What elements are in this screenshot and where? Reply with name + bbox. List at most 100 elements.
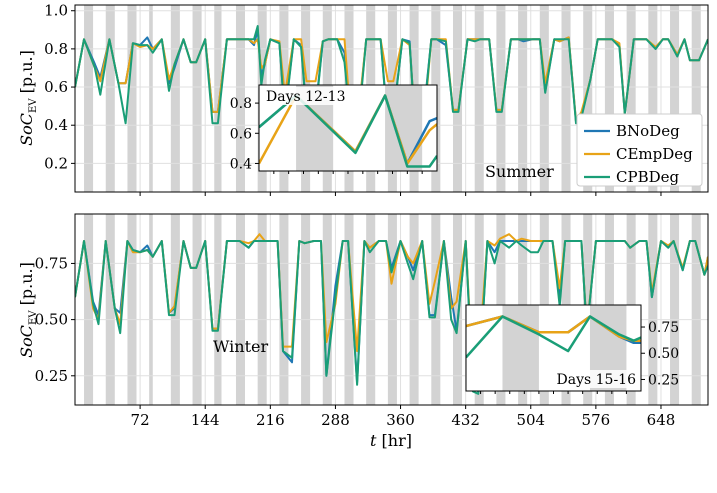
winter-y-axis-label-sub: EV [28, 310, 39, 325]
legend-entries: BNoDeg CEmpDeg CPBDeg [584, 122, 693, 186]
summer-night-band [561, 5, 571, 192]
winter-night-band [691, 214, 701, 405]
summer-night-band [149, 5, 153, 192]
winter-inset-title: Days 15-16 [557, 372, 637, 388]
winter-inset-x-tick-marks [480, 391, 627, 394]
winter-night-band [214, 214, 222, 405]
winter-inset-y-ticks: 0.25 0.50 0.75 [641, 320, 679, 388]
winter-y-axis-label-main: SoC [17, 325, 36, 358]
winter-xtick-label: 72 [131, 411, 150, 429]
summer-inset: 0.4 0.6 0.8 Days 12-13 [230, 84, 438, 174]
summer-night-band [691, 5, 701, 192]
summer-ytick-label: 0.6 [44, 78, 68, 96]
summer-y-axis-label-sub: EV [28, 98, 39, 113]
summer-ytick-label: 0.8 [44, 40, 68, 58]
summer-night-band [84, 5, 94, 192]
summer-plot-frame [74, 4, 709, 193]
summer-night-band [496, 5, 506, 192]
x-axis-label: t [hr] [370, 431, 412, 450]
winter-night-band [366, 214, 376, 405]
summer-inset-ytick-label: 0.6 [230, 126, 252, 142]
winter-inset-title-bg [550, 370, 638, 388]
summer-night-band [626, 5, 636, 192]
winter-season-label: Winter [213, 337, 268, 356]
winter-series-lines [75, 233, 708, 395]
winter-night-band [301, 214, 311, 405]
summer-night-band [105, 5, 115, 192]
winter-night-band [105, 214, 115, 405]
winter-xtick-label: 576 [582, 411, 611, 429]
x-axis-label-main: t [370, 431, 377, 450]
winter-ytick-label: 0.75 [35, 254, 68, 272]
winter-night-band [387, 214, 397, 405]
summer-inset-y-ticks: 0.4 0.6 0.8 [230, 96, 259, 172]
winter-ytick-label: 0.25 [35, 367, 68, 385]
winter-night-band [127, 214, 137, 405]
winter-x-axis-ticks: 72 144 216 288 360 432 504 576 648 [131, 405, 676, 429]
winter-inset: 0.25 0.50 0.75 Days 15-16 [465, 304, 679, 394]
winter-inset-ytick-label: 0.75 [648, 320, 679, 336]
summer-inset-ytick-label: 0.8 [230, 96, 252, 112]
winter-inset-ytick-label: 0.25 [648, 372, 679, 388]
winter-panel: 0.250.500.75 72 144 216 288 360 432 504 576 648 … [17, 213, 709, 450]
summer-night-band [127, 5, 137, 192]
winter-y-axis-label-unit: [p.u.] [17, 262, 36, 310]
winter-night-band [322, 214, 332, 405]
legend-label-cempdeg: CEmpDeg [616, 145, 693, 163]
summer-panel: 0.2 0.4 0.6 0.8 1.0 SoCEV [p.u.] Summer BNoD… [17, 2, 709, 196]
winter-xtick-label: 288 [321, 411, 350, 429]
summer-night-band [583, 5, 593, 192]
legend: BNoDeg CEmpDeg CPBDeg [576, 113, 703, 187]
winter-night-band [257, 214, 267, 405]
summer-y-axis-label-unit: [p.u.] [17, 50, 36, 98]
winter-night-band [648, 214, 658, 405]
winter-night-band [149, 214, 153, 405]
winter-inset-line-cpbdeg [466, 315, 641, 359]
summer-night-band [539, 5, 549, 192]
summer-night-band [452, 5, 463, 192]
x-axis-label-unit: [hr] [376, 431, 412, 450]
summer-y-axis-label: SoCEV [p.u.] [17, 50, 39, 146]
winter-night-band [84, 214, 94, 405]
legend-label-cpbdeg: CPBDeg [616, 168, 679, 186]
winter-xtick-label: 504 [516, 411, 545, 429]
winter-night-band [670, 214, 680, 405]
summer-season-label: Summer [485, 162, 554, 181]
summer-night-band [474, 5, 484, 192]
summer-inset-title-bg [264, 87, 348, 105]
winter-night-band [409, 214, 419, 405]
winter-xtick-label: 216 [256, 411, 285, 429]
summer-night-band [192, 5, 202, 192]
winter-xtick-label: 360 [386, 411, 415, 429]
summer-inset-x-tick-marks [273, 171, 423, 174]
summer-inset-title: Days 12-13 [266, 89, 345, 105]
summer-night-band [648, 5, 658, 192]
summer-night-band [604, 5, 614, 192]
summer-night-band [170, 5, 180, 192]
summer-ytick-label: 1.0 [44, 2, 68, 20]
summer-night-band [214, 5, 222, 192]
winter-night-band [192, 214, 202, 405]
summer-night-band [670, 5, 680, 192]
winter-inset-ytick-label: 0.50 [648, 346, 679, 362]
summer-y-axis-ticks: 0.2 0.4 0.6 0.8 1.0 [44, 2, 75, 172]
winter-night-band [452, 214, 463, 405]
summer-ytick-label: 0.2 [44, 154, 68, 172]
winter-xtick-label: 144 [191, 411, 220, 429]
legend-label-bnodeg: BNoDeg [616, 122, 680, 140]
summer-night-band [235, 5, 246, 192]
winter-ytick-label: 0.50 [35, 311, 68, 329]
winter-night-band [344, 214, 354, 405]
summer-x-axis-tick-marks [139, 192, 662, 196]
winter-y-axis-label: SoCEV [p.u.] [17, 262, 39, 358]
summer-y-axis-label-main: SoC [17, 113, 36, 146]
winter-night-band [235, 214, 246, 405]
summer-ytick-label: 0.4 [44, 116, 68, 134]
summer-inset-ytick-label: 0.4 [230, 156, 252, 172]
winter-y-axis-ticks: 0.25 0.50 0.75 [35, 254, 75, 385]
winter-line-cpbdeg [75, 240, 708, 395]
winter-plot-frame [74, 213, 709, 406]
winter-xtick-label: 648 [647, 411, 676, 429]
winter-night-band [279, 214, 289, 405]
